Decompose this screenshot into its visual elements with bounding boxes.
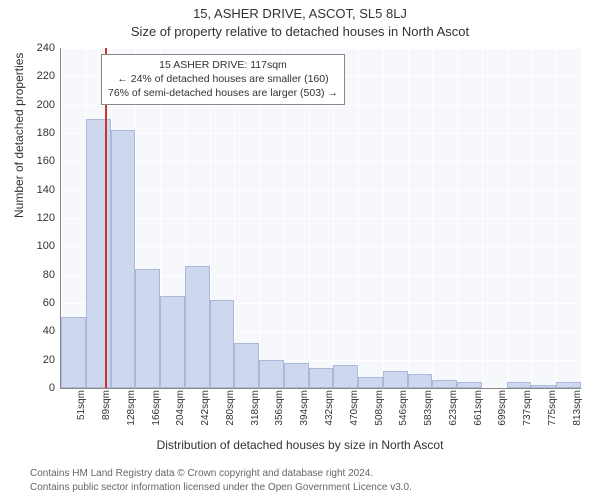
x-tick-label: 356sqm: [274, 390, 285, 426]
x-tick-label: 280sqm: [225, 390, 236, 426]
histogram-bar: [61, 317, 86, 388]
gridline-v: [358, 48, 359, 388]
histogram-bar: [234, 343, 259, 388]
y-tick-label: 140: [0, 184, 55, 196]
gridline-h: [61, 218, 581, 219]
x-tick-label: 128sqm: [126, 390, 137, 426]
histogram-bar: [185, 266, 210, 388]
histogram-bar: [408, 374, 433, 388]
x-tick-label: 546sqm: [398, 390, 409, 426]
gridline-v: [531, 48, 532, 388]
x-tick-label: 204sqm: [175, 390, 186, 426]
gridline-v: [457, 48, 458, 388]
x-tick-label: 166sqm: [151, 390, 162, 426]
chart-callout: 15 ASHER DRIVE: 117sqm ← 24% of detached…: [101, 54, 345, 105]
footer-attribution: Contains HM Land Registry data © Crown c…: [30, 467, 412, 494]
x-tick-label: 470sqm: [349, 390, 360, 426]
callout-line3: 76% of semi-detached houses are larger (…: [108, 86, 338, 100]
y-tick-label: 40: [0, 325, 55, 337]
x-tick-label: 318sqm: [250, 390, 261, 426]
histogram-bar: [556, 382, 581, 388]
chart-subtitle: Size of property relative to detached ho…: [0, 24, 600, 39]
histogram-bar: [111, 130, 136, 388]
y-tick-label: 80: [0, 269, 55, 281]
x-tick-label: 583sqm: [423, 390, 434, 426]
histogram-bar: [210, 300, 235, 388]
gridline-h: [61, 246, 581, 247]
footer-line2: Contains public sector information licen…: [30, 481, 412, 495]
gridline-v: [432, 48, 433, 388]
histogram-bar: [333, 365, 358, 388]
chart-address: 15, ASHER DRIVE, ASCOT, SL5 8LJ: [0, 6, 600, 21]
x-tick-label: 432sqm: [324, 390, 335, 426]
y-tick-label: 100: [0, 240, 55, 252]
x-tick-label: 394sqm: [299, 390, 310, 426]
gridline-v: [482, 48, 483, 388]
histogram-bar: [259, 360, 284, 388]
histogram-bar: [309, 368, 334, 388]
y-tick-label: 20: [0, 354, 55, 366]
x-tick-label: 775sqm: [547, 390, 558, 426]
x-tick-label: 242sqm: [200, 390, 211, 426]
y-tick-label: 120: [0, 212, 55, 224]
gridline-h: [61, 105, 581, 106]
x-tick-label: 699sqm: [497, 390, 508, 426]
y-tick-label: 160: [0, 155, 55, 167]
gridline-h: [61, 190, 581, 191]
histogram-bar: [383, 371, 408, 388]
histogram-bar: [507, 382, 532, 388]
x-tick-label: 813sqm: [572, 390, 583, 426]
x-tick-label: 737sqm: [522, 390, 533, 426]
y-tick-label: 60: [0, 297, 55, 309]
y-tick-label: 240: [0, 42, 55, 54]
x-axis-label: Distribution of detached houses by size …: [0, 438, 600, 452]
y-tick-label: 220: [0, 70, 55, 82]
footer-line1: Contains HM Land Registry data © Crown c…: [30, 467, 412, 481]
y-tick-label: 200: [0, 99, 55, 111]
x-tick-label: 89sqm: [101, 390, 112, 420]
x-tick-label: 51sqm: [76, 390, 87, 420]
gridline-v: [408, 48, 409, 388]
x-tick-label: 508sqm: [374, 390, 385, 426]
histogram-bar: [135, 269, 160, 388]
histogram-bar: [160, 296, 185, 388]
x-tick-label: 661sqm: [473, 390, 484, 426]
y-tick-label: 0: [0, 382, 55, 394]
gridline-h: [61, 133, 581, 134]
gridline-v: [383, 48, 384, 388]
x-tick-label: 623sqm: [448, 390, 459, 426]
gridline-h: [61, 161, 581, 162]
gridline-v: [507, 48, 508, 388]
histogram-bar: [432, 380, 457, 389]
y-tick-label: 180: [0, 127, 55, 139]
callout-line1: 15 ASHER DRIVE: 117sqm: [108, 58, 338, 72]
gridline-v: [556, 48, 557, 388]
chart-plot-area: 15 ASHER DRIVE: 117sqm ← 24% of detached…: [60, 48, 581, 389]
histogram-bar: [284, 363, 309, 389]
gridline-h: [61, 48, 581, 49]
histogram-bar: [531, 385, 556, 388]
callout-line2: ← 24% of detached houses are smaller (16…: [108, 72, 338, 86]
histogram-bar: [457, 382, 482, 388]
histogram-bar: [358, 377, 383, 388]
